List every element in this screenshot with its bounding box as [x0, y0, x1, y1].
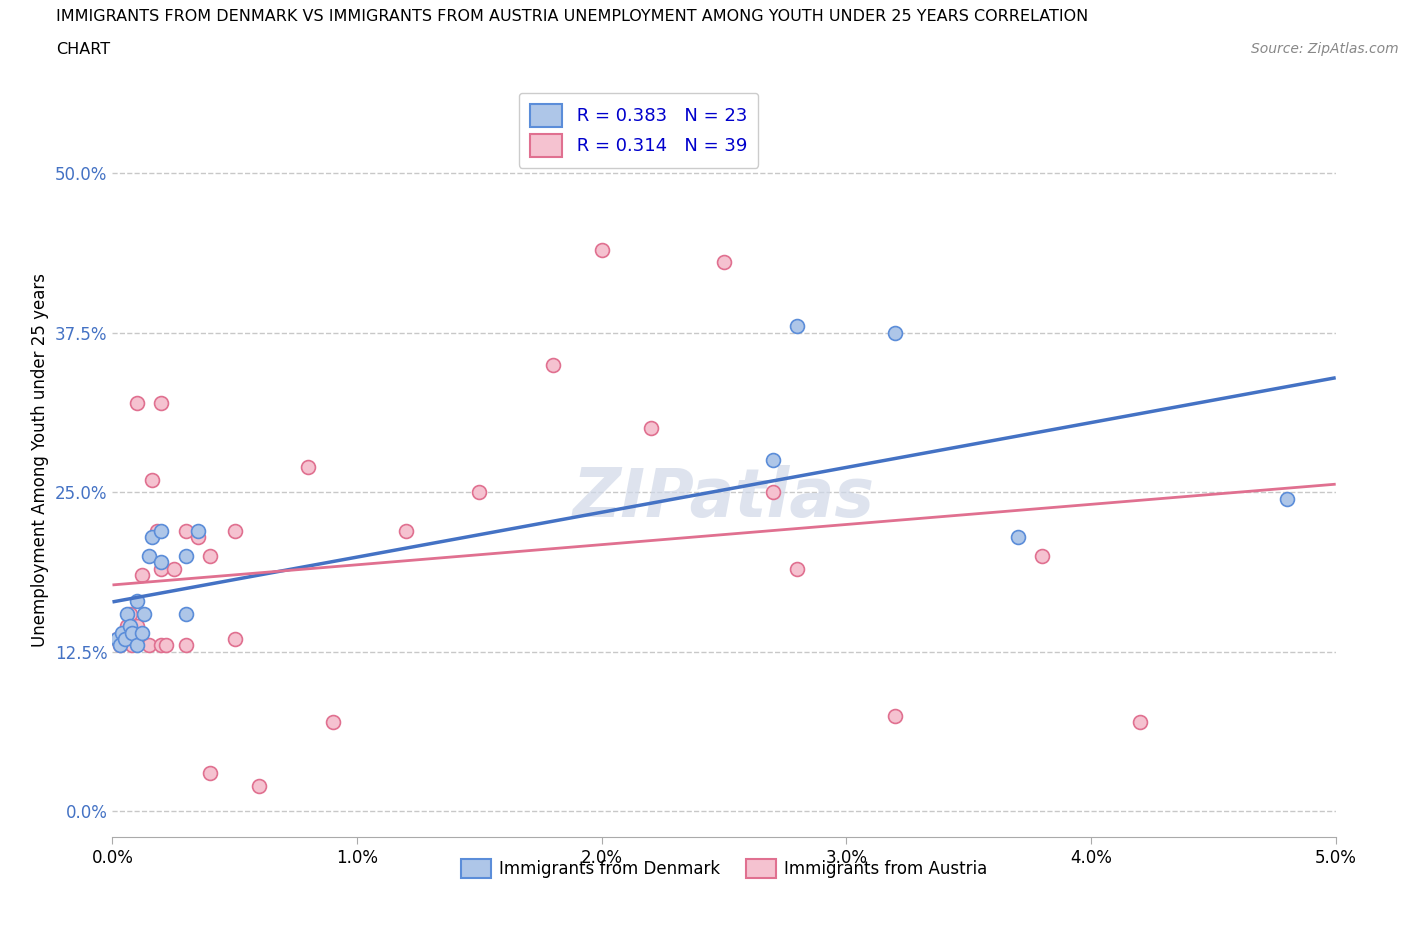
- Immigrants from Denmark: [150, 555, 173, 570]
- Immigrants from Austria: [105, 631, 128, 646]
- Y-axis label: Unemployment Among Youth under 25 years: Unemployment Among Youth under 25 years: [31, 273, 49, 647]
- Immigrants from Denmark: [174, 606, 197, 621]
- Immigrants from Austria: [118, 606, 141, 621]
- Immigrants from Austria: [322, 714, 344, 729]
- Immigrants from Denmark: [118, 618, 141, 633]
- Immigrants from Austria: [174, 524, 197, 538]
- Immigrants from Denmark: [111, 625, 134, 640]
- Immigrants from Austria: [713, 255, 735, 270]
- Immigrants from Austria: [155, 638, 177, 653]
- Immigrants from Austria: [138, 638, 160, 653]
- Immigrants from Austria: [468, 485, 491, 499]
- Immigrants from Austria: [884, 709, 907, 724]
- Immigrants from Denmark: [786, 319, 808, 334]
- Immigrants from Denmark: [105, 631, 128, 646]
- Immigrants from Denmark: [150, 524, 173, 538]
- Immigrants from Denmark: [762, 453, 785, 468]
- Immigrants from Austria: [150, 395, 173, 410]
- Immigrants from Denmark: [134, 606, 156, 621]
- Immigrants from Denmark: [115, 606, 138, 621]
- Immigrants from Denmark: [121, 625, 143, 640]
- Immigrants from Austria: [224, 524, 246, 538]
- Immigrants from Denmark: [131, 625, 153, 640]
- Immigrants from Denmark: [1275, 491, 1298, 506]
- Immigrants from Denmark: [138, 549, 160, 564]
- Text: ZIPatlas: ZIPatlas: [574, 465, 875, 531]
- Immigrants from Austria: [125, 618, 148, 633]
- Immigrants from Austria: [150, 638, 173, 653]
- Immigrants from Austria: [200, 765, 222, 780]
- Immigrants from Austria: [762, 485, 785, 499]
- Immigrants from Austria: [395, 524, 418, 538]
- Immigrants from Denmark: [108, 638, 131, 653]
- Text: IMMIGRANTS FROM DENMARK VS IMMIGRANTS FROM AUSTRIA UNEMPLOYMENT AMONG YOUTH UNDE: IMMIGRANTS FROM DENMARK VS IMMIGRANTS FR…: [56, 9, 1088, 24]
- Immigrants from Austria: [174, 638, 197, 653]
- Immigrants from Denmark: [174, 549, 197, 564]
- Immigrants from Austria: [108, 638, 131, 653]
- Immigrants from Austria: [591, 242, 613, 257]
- Legend: Immigrants from Denmark, Immigrants from Austria: Immigrants from Denmark, Immigrants from…: [454, 853, 994, 885]
- Immigrants from Austria: [125, 395, 148, 410]
- Immigrants from Denmark: [141, 529, 163, 544]
- Immigrants from Austria: [145, 524, 167, 538]
- Immigrants from Austria: [640, 421, 662, 436]
- Immigrants from Austria: [115, 618, 138, 633]
- Immigrants from Denmark: [125, 638, 148, 653]
- Immigrants from Austria: [1031, 549, 1053, 564]
- Immigrants from Austria: [111, 631, 134, 646]
- Immigrants from Austria: [114, 625, 136, 640]
- Immigrants from Denmark: [114, 631, 136, 646]
- Immigrants from Austria: [187, 529, 209, 544]
- Text: Source: ZipAtlas.com: Source: ZipAtlas.com: [1251, 42, 1399, 56]
- Immigrants from Austria: [141, 472, 163, 487]
- Immigrants from Austria: [163, 562, 186, 577]
- Immigrants from Denmark: [125, 593, 148, 608]
- Immigrants from Denmark: [884, 326, 907, 340]
- Immigrants from Austria: [224, 631, 246, 646]
- Immigrants from Austria: [121, 638, 143, 653]
- Immigrants from Austria: [297, 459, 319, 474]
- Immigrants from Denmark: [1007, 529, 1029, 544]
- Immigrants from Austria: [247, 778, 270, 793]
- Immigrants from Austria: [150, 562, 173, 577]
- Text: CHART: CHART: [56, 42, 110, 57]
- Immigrants from Austria: [131, 568, 153, 583]
- Immigrants from Austria: [786, 562, 808, 577]
- Immigrants from Austria: [541, 357, 564, 372]
- Immigrants from Denmark: [187, 524, 209, 538]
- Immigrants from Austria: [200, 549, 222, 564]
- Immigrants from Austria: [1129, 714, 1152, 729]
